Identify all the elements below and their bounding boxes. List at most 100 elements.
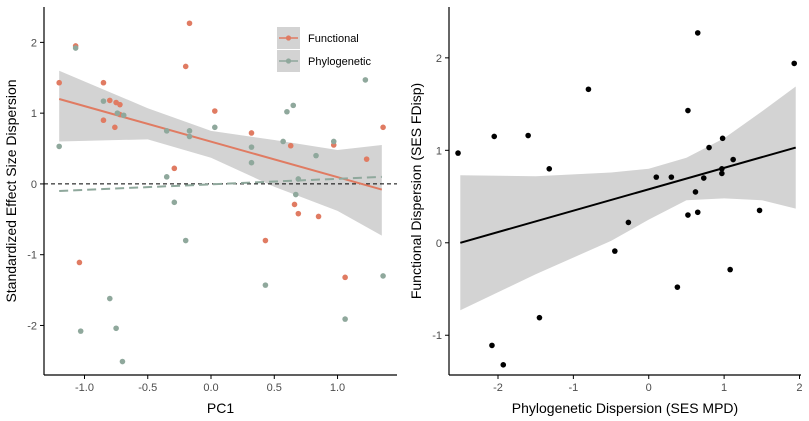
data-point-phylogenetic xyxy=(262,282,269,288)
x-tick-label: -2 xyxy=(493,382,503,394)
data-point-functional xyxy=(295,210,302,217)
data-point-series xyxy=(791,60,798,67)
x-axis-title: PC1 xyxy=(207,400,234,416)
data-point-phylogenetic xyxy=(163,128,170,134)
data-point-phylogenetic xyxy=(186,133,193,140)
data-point-functional xyxy=(171,165,178,172)
x-tick-label: -1.0 xyxy=(75,382,94,394)
data-point-functional xyxy=(262,237,269,244)
x-tick-label: 1.0 xyxy=(330,382,345,394)
y-tick-label: -1 xyxy=(27,250,37,262)
x-tick-label: 0.0 xyxy=(203,382,218,394)
x-tick-label: 0 xyxy=(646,382,652,394)
data-point-phylogenetic xyxy=(119,358,126,365)
y-tick-label: 0 xyxy=(436,238,442,250)
data-point-series xyxy=(668,174,675,180)
fit-line-phylogenetic xyxy=(59,175,382,192)
y-tick-label: 1 xyxy=(436,145,442,157)
data-point-series xyxy=(500,362,507,368)
data-point-phylogenetic xyxy=(100,98,107,104)
data-point-series xyxy=(727,266,733,273)
data-point-phylogenetic xyxy=(292,191,299,198)
data-point-series xyxy=(719,135,726,142)
x-tick-label: 0.5 xyxy=(267,382,282,394)
data-point-series xyxy=(685,107,691,114)
data-point-series xyxy=(719,170,725,177)
data-point-phylogenetic xyxy=(56,143,62,150)
data-point-series xyxy=(653,174,660,180)
data-point-series xyxy=(674,284,681,290)
data-point-functional xyxy=(186,20,193,27)
panel-2: -2 -1 0 1 2 -1 0 1 2 Phylogenetic Dispersion (SES… xyxy=(408,7,803,416)
x-tick-label: -1 xyxy=(568,382,578,394)
data-point-series xyxy=(536,314,543,321)
data-point-functional xyxy=(212,108,218,114)
x-tick-label: -0.5 xyxy=(138,382,157,394)
data-point-functional xyxy=(106,97,113,104)
data-point-functional xyxy=(100,117,107,124)
data-point-functional xyxy=(380,124,386,131)
data-point-phylogenetic xyxy=(284,108,290,115)
data-point-functional xyxy=(117,101,123,108)
data-point-series xyxy=(756,207,763,214)
data-point-functional xyxy=(56,79,62,86)
data-point-phylogenetic xyxy=(106,295,113,302)
data-point-series xyxy=(625,219,632,226)
data-point-functional xyxy=(315,213,322,220)
data-point-series xyxy=(491,133,498,140)
data-point-series xyxy=(525,132,531,139)
y-tick-label: 0 xyxy=(31,179,37,191)
data-point-series xyxy=(612,248,618,254)
data-point-phylogenetic xyxy=(77,328,84,334)
legend-label-phylogenetic: Phylogenetic xyxy=(308,56,371,68)
y-tick-label: -2 xyxy=(27,320,37,332)
y-axis-title: Standardized Effect Size Dispersion xyxy=(3,79,19,302)
data-point-series xyxy=(700,175,707,181)
data-point-series xyxy=(546,166,553,172)
data-point-phylogenetic xyxy=(280,138,286,145)
y-tick-label: 2 xyxy=(436,53,442,65)
data-point-phylogenetic xyxy=(182,237,189,244)
data-point-series xyxy=(694,30,701,36)
data-point-phylogenetic xyxy=(120,112,127,119)
y-axis-title: Functional Dispersion (SES FDisp) xyxy=(408,83,424,299)
legend: Functional Phylogenetic xyxy=(277,27,371,72)
legend-key-point xyxy=(285,58,292,64)
fit-line-functional xyxy=(58,98,383,191)
fit-line-series xyxy=(460,146,796,244)
data-point-functional xyxy=(342,274,348,281)
data-point-phylogenetic xyxy=(380,273,386,279)
data-point-phylogenetic xyxy=(171,199,178,206)
x-tick-label: 1 xyxy=(721,382,727,394)
data-point-functional xyxy=(363,156,370,162)
data-point-phylogenetic xyxy=(248,144,255,150)
data-point-phylogenetic xyxy=(313,152,319,159)
legend-key-point xyxy=(285,35,292,41)
data-point-phylogenetic xyxy=(362,77,369,83)
data-point-phylogenetic xyxy=(330,138,337,145)
data-point-phylogenetic xyxy=(113,325,119,332)
data-point-series xyxy=(489,342,495,349)
data-point-series xyxy=(694,209,701,216)
data-point-functional xyxy=(287,142,294,149)
legend-label-functional: Functional xyxy=(308,33,359,45)
y-tick-label: 2 xyxy=(31,37,37,49)
data-point-phylogenetic xyxy=(290,102,297,109)
panel-1: -1.0 -0.5 0.0 0.5 1.0 -2 -1 0 1 2 PC1 Standardized … xyxy=(3,7,397,416)
data-point-series xyxy=(706,144,712,151)
data-point-phylogenetic xyxy=(248,159,255,166)
data-point-functional xyxy=(291,201,298,208)
data-point-phylogenetic xyxy=(342,316,348,322)
data-point-functional xyxy=(76,259,83,266)
y-tick-label: 1 xyxy=(31,108,37,120)
x-axis-title: Phylogenetic Dispersion (SES MPD) xyxy=(512,400,738,416)
data-point-functional xyxy=(112,124,118,131)
data-point-functional xyxy=(248,130,255,136)
confidence-band-1 xyxy=(460,86,796,311)
data-point-series xyxy=(455,150,461,156)
data-point-functional xyxy=(100,79,107,86)
x-tick-label: 2 xyxy=(796,382,802,394)
data-point-series xyxy=(585,86,592,93)
data-point-functional xyxy=(182,63,189,70)
